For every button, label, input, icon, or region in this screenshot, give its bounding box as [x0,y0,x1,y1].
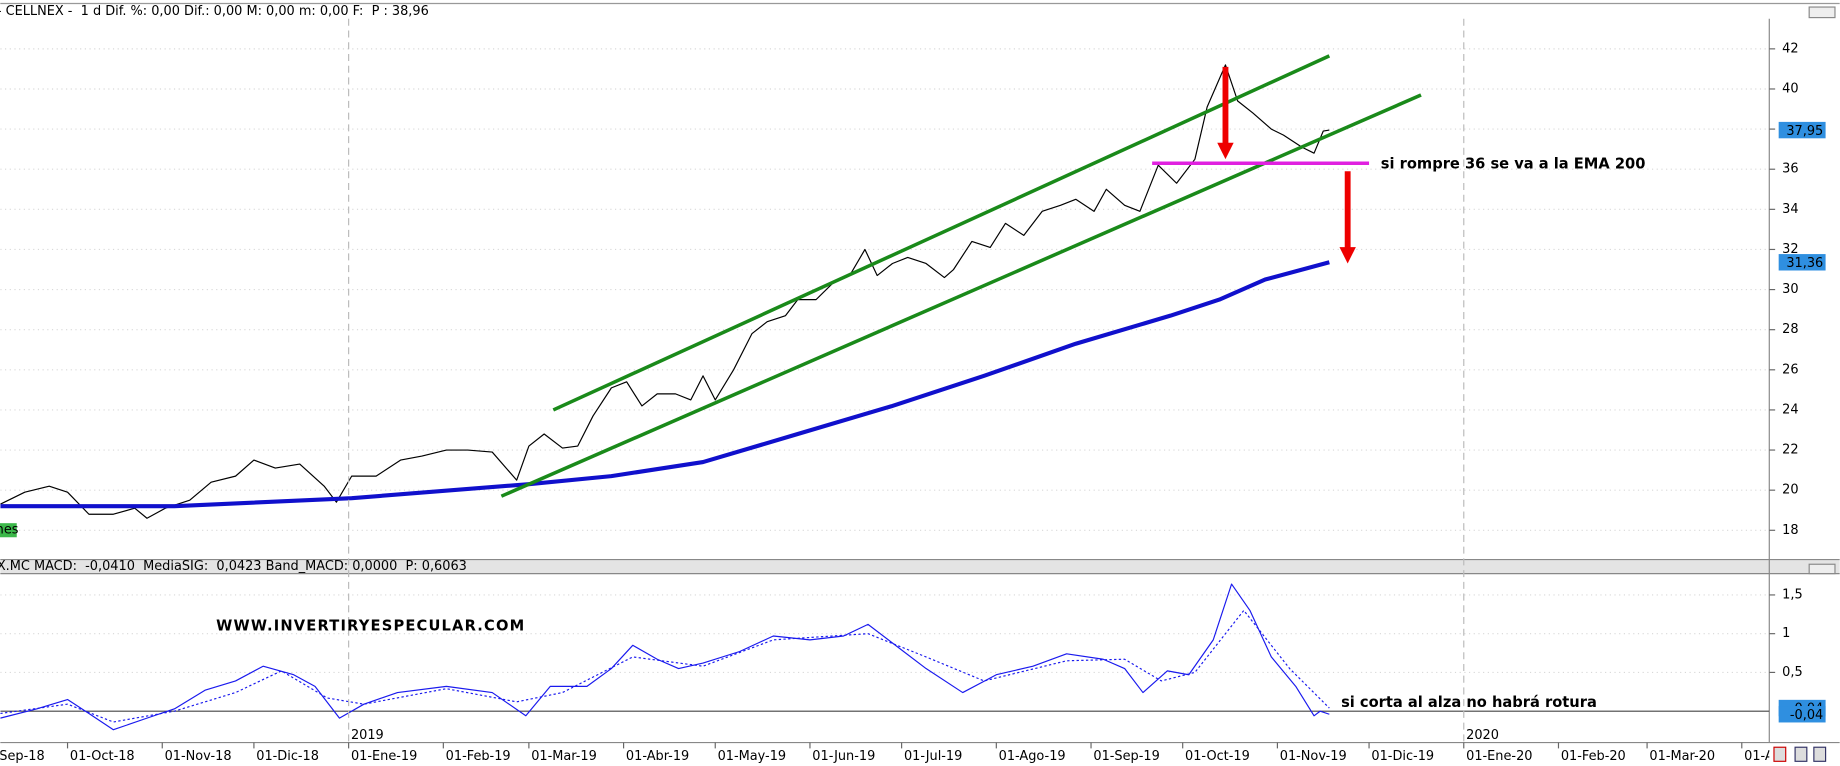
toolbar-icon[interactable] [1813,746,1827,762]
plot-area [0,48,1770,531]
x-tick-label: 01-Oct-19 [1185,749,1250,764]
toolbar-icon[interactable] [1773,746,1787,762]
x-tick-label: 01-Ago-19 [999,749,1066,764]
y-tick-label: 1,5 [1782,587,1803,602]
y-tick-label: 1 [1782,626,1790,641]
x-tick-label: 01-Sep-19 [1093,749,1159,764]
annotation: si rompre 36 se va a la EMA 200 [1381,155,1646,172]
series-line [0,64,1330,519]
plot-area [0,583,1770,731]
value-badge-label: 37,95 [1786,124,1823,139]
x-tick-label: 01-Jun-19 [812,749,875,764]
y-tick-label: 30 [1782,282,1798,297]
x-tick-label: 01-Dic-19 [1371,749,1434,764]
header-text: - CELLNEX - [0,4,73,19]
value-badge [1778,254,1826,271]
value-badge-label: -0,04 [1790,708,1823,723]
panel-button[interactable] [1808,563,1836,575]
series-line [0,609,1330,723]
header-text: P: 0,6063 [406,559,467,574]
value-badge [1778,121,1826,139]
x-tick-label: 01-Oct-18 [70,749,135,764]
header-text: P : 38,96 [372,4,429,19]
x-tick-label: 01-Nov-19 [1280,749,1347,764]
x-tick-label: 01-May-19 [718,749,787,764]
x-tick-label: 01-Abr-19 [626,749,689,764]
y-tick-label: 40 [1782,81,1798,96]
y-tick-label: 18 [1782,523,1798,538]
trendline [552,54,1331,412]
y-tick-label: 28 [1782,322,1798,337]
y-tick-label: 32 [1782,242,1798,257]
x-tick-label: 01-Abr-20 [1744,749,1807,764]
value-badge [1778,706,1826,723]
x-tick-label: 01-Sep-18 [0,749,45,764]
value-badge-label: 31,36 [1786,256,1823,271]
y-tick-label: 0,5 [1782,665,1803,680]
year-label: 2020 [1466,728,1499,743]
x-tick-label: 01-Ene-19 [351,749,417,764]
y-tick-label: 36 [1782,162,1798,177]
header-text: MediaSIG: [143,559,208,574]
x-tick-label: 01-Jul-19 [904,749,962,764]
panel-separator [0,559,1840,574]
y-tick-label: 34 [1782,202,1798,217]
tag-label: nes [0,523,19,538]
x-tick-label: 01-Mar-19 [531,749,597,764]
tag-box [0,523,17,538]
header-text: 1 d Dif. %: 0,00 Dif.: 0,00 M: 0,00 m: 0… [81,4,364,19]
header-text: X.MC MACD: [0,559,77,574]
y-tick-label: 22 [1782,443,1798,458]
toolbar-icon[interactable] [1794,746,1808,762]
y-tick-label: 42 [1782,41,1798,56]
x-tick-label: 01-Mar-20 [1649,749,1715,764]
y-tick-label: 26 [1782,362,1798,377]
x-tick-label: 01-Feb-19 [446,749,511,764]
x-tick-label: 01-Nov-18 [165,749,232,764]
header-text: 0,0423 Band_MACD: 0,0000 [216,559,397,574]
header-text: -0,0410 [85,559,135,574]
series-line [0,260,1330,509]
year-label: 2019 [351,728,384,743]
y-tick-label: 20 [1782,483,1798,498]
x-tick-label: 01-Ene-20 [1466,749,1532,764]
y-tick-label: 24 [1782,402,1798,417]
arrow-head [1217,142,1234,160]
x-tick-label: 01-Dic-18 [256,749,319,764]
arrow-head [1339,247,1356,264]
panel-button[interactable] [1808,6,1836,19]
watermark: WWW.INVERTIRYESPECULAR.COM [216,617,525,634]
x-tick-label: 01-Feb-20 [1561,749,1626,764]
series-line [0,583,1330,731]
annotation: si corta al alza no habrá rotura [1341,694,1597,711]
